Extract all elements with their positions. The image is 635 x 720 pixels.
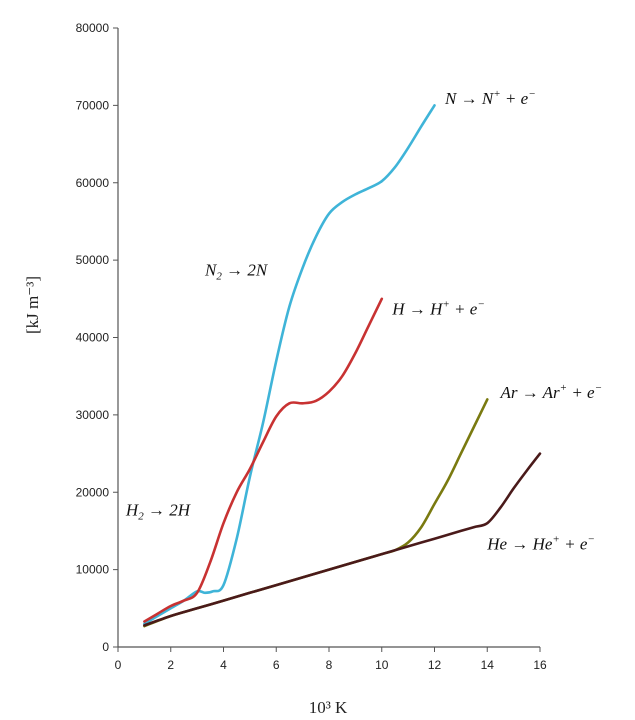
y-tick-label: 20000 [76,485,110,499]
annotations: N → N+ + e− N2 → 2N H → H+ + e− Ar → Ar+ + … [125,88,602,554]
x-tick-label: 6 [273,658,280,672]
x-tick-label: 16 [533,658,547,672]
reaction-label-5: H2 → 2H [125,500,192,522]
series-line-1 [143,104,436,626]
axes: 0 10000 20000 30000 40000 50000 60000 70000 8000… [76,21,547,672]
y-tick-label: 60000 [76,176,110,190]
x-tick-label: 2 [167,658,174,672]
x-tick-label: 0 [115,658,122,672]
y-tick-label: 70000 [76,98,110,112]
x-tick-label: 4 [220,658,227,672]
x-tick-label: 12 [428,658,442,672]
y-tick-label: 0 [102,640,109,654]
reaction-label-2: N2 → 2N [204,261,269,283]
reaction-label-6: He → He+ + e− [486,534,595,554]
x-axis-label: 10³ K [309,698,348,717]
series-line-4 [143,452,542,627]
y-tick-label: 50000 [76,253,110,267]
y-tick-label: 40000 [76,331,110,345]
y-tick-label: 30000 [76,408,110,422]
y-tick-label: 80000 [76,21,110,35]
series-line-2 [143,297,384,623]
reaction-label-3: H → H+ + e− [391,298,484,318]
reaction-label-1: N → N+ + e− [444,88,536,108]
x-tick-label: 10 [375,658,389,672]
y-tick-label: 10000 [76,563,110,577]
x-tick-label: 14 [481,658,495,672]
x-tick-label: 8 [326,658,333,672]
y-axis-label: [kJ m⁻³] [23,276,42,334]
series-layer [143,104,542,628]
reaction-label-4: Ar → Ar+ + e− [499,382,602,402]
